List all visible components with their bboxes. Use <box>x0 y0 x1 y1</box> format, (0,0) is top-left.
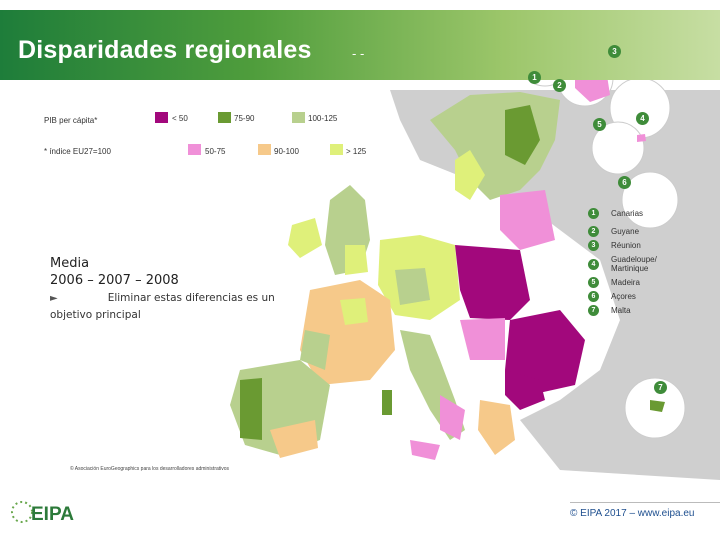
region-poland <box>455 245 530 320</box>
objective-label: Eliminar estas diferencias es un objetiv… <box>50 292 275 321</box>
region-list-item: 7 Malta <box>588 305 631 316</box>
region-name: Açores <box>611 292 636 301</box>
title-dash: - - <box>352 46 365 61</box>
legend-swatch-50-75 <box>188 144 201 155</box>
region-germany-south <box>395 268 430 305</box>
region-france-west <box>300 330 330 370</box>
bubble-number-7: 7 <box>654 381 667 394</box>
eipa-logo: EIPA <box>31 504 74 525</box>
legend-label-lt50: < 50 <box>172 114 188 123</box>
region-list-item: 3 Réunion <box>588 240 641 251</box>
legend-label-100-125: 100-125 <box>308 114 338 123</box>
legend-swatch-lt50 <box>155 112 168 123</box>
legend-label-75-90: 75-90 <box>234 114 255 123</box>
region-greece <box>478 400 515 455</box>
malta-shape <box>650 400 665 412</box>
legend-label-90-100: 90-100 <box>274 147 299 156</box>
page-title: Disparidades regionales <box>18 36 312 64</box>
bubble-number-3: 3 <box>608 45 621 58</box>
objective-text: ► Eliminar estas diferencias es un objeti… <box>50 290 310 323</box>
region-sardinia <box>382 390 392 415</box>
region-number: 4 <box>588 258 599 270</box>
region-paris <box>340 298 368 325</box>
region-name: Madeira <box>611 278 640 287</box>
region-list-item: 4 Guadeloupe/ Martinique <box>588 255 659 273</box>
bubble-acores <box>621 171 679 229</box>
media-heading: Media 2006 – 2007 – 2008 <box>50 255 179 289</box>
region-name: Canarias <box>611 209 644 218</box>
region-list-item: 6 Açores <box>588 291 636 302</box>
bubble-number-5: 5 <box>593 118 606 131</box>
bubble-number-6: 6 <box>618 176 631 189</box>
region-sicily <box>410 440 440 460</box>
footer-divider <box>570 502 720 503</box>
region-andalucia <box>270 420 318 458</box>
region-number: 7 <box>588 305 599 316</box>
legend-label-gt125: > 125 <box>346 147 367 156</box>
region-finland <box>505 105 540 165</box>
region-south-norway <box>455 150 485 200</box>
region-ireland <box>288 218 322 258</box>
region-list-item: 2 Guyane <box>588 226 639 237</box>
region-portugal <box>240 378 262 440</box>
media-line1: Media <box>50 256 90 271</box>
media-line2: 2006 – 2007 – 2008 <box>50 273 179 288</box>
footer-copyright: © EIPA 2017 – www.eipa.eu <box>570 508 695 519</box>
legend-swatch-100-125 <box>292 112 305 123</box>
region-romania <box>505 310 585 395</box>
bullet-arrow-icon: ► <box>50 293 58 304</box>
region-south-italy <box>440 395 465 440</box>
region-london <box>345 245 368 275</box>
bubble-number-1: 1 <box>528 71 541 84</box>
region-baltics <box>500 190 555 250</box>
region-hungary <box>460 318 505 360</box>
legend-swatch-90-100 <box>258 144 271 155</box>
region-bulgaria <box>505 370 545 410</box>
region-name: Guadeloupe/ Martinique <box>611 255 657 273</box>
region-list-item: 1 Canarias <box>588 208 643 219</box>
map-credit: © Asociación EuroGeographics para los de… <box>70 466 230 472</box>
legend-label-50-75: 50-75 <box>205 147 226 156</box>
bubble-madeira <box>591 121 645 175</box>
region-number: 6 <box>588 291 599 302</box>
region-number: 3 <box>588 240 599 251</box>
region-name: Malta <box>611 306 631 315</box>
bubble-number-4: 4 <box>636 112 649 125</box>
legend-note: * índice EU27=100 <box>44 147 111 156</box>
legend-swatch-75-90 <box>218 112 231 123</box>
bubble-number-2: 2 <box>553 79 566 92</box>
region-number: 2 <box>588 226 599 237</box>
title-banner <box>0 10 720 80</box>
eipa-logo-icon <box>11 501 33 523</box>
legend-swatch-gt125 <box>330 144 343 155</box>
region-name: Réunion <box>611 241 641 250</box>
region-list-item: 5 Madeira <box>588 277 640 288</box>
region-number: 5 <box>588 277 599 288</box>
region-name: Guyane <box>611 227 640 236</box>
region-number: 1 <box>588 208 599 219</box>
madeira-shape <box>637 134 646 142</box>
legend-heading: PIB per cápita* <box>44 116 98 125</box>
